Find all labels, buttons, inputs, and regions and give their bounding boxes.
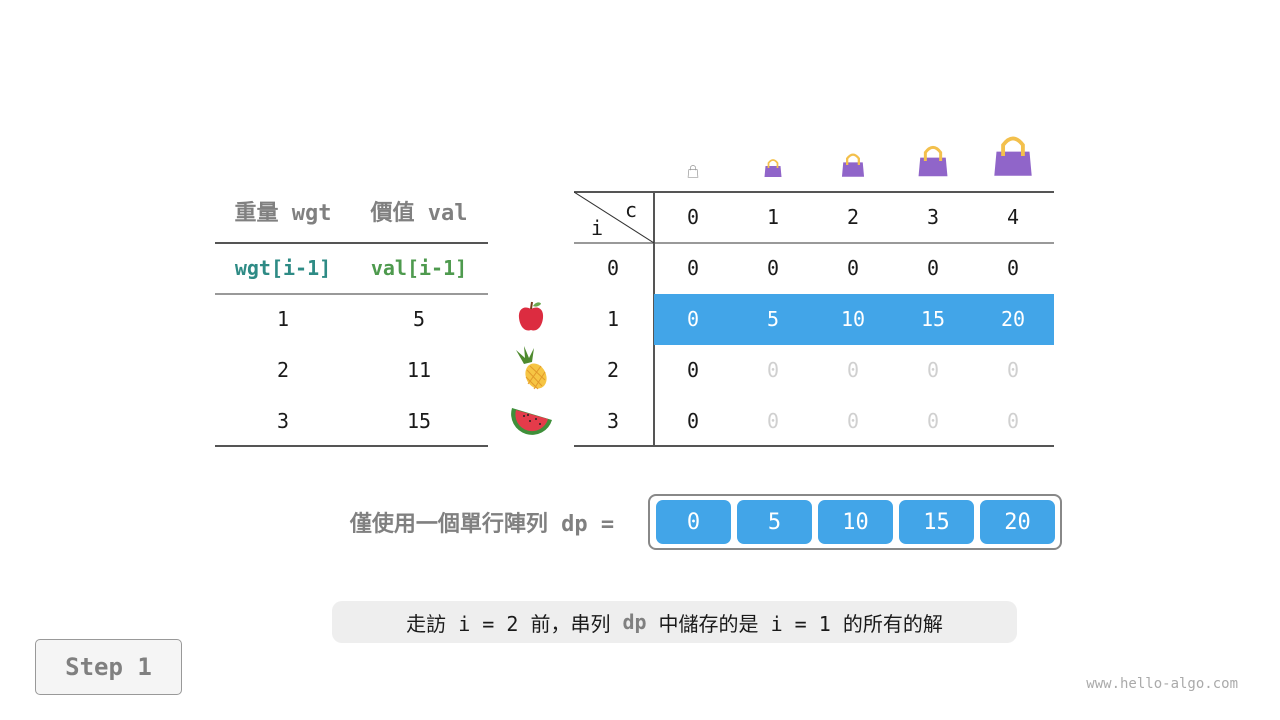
- dp-cell: 10: [818, 500, 893, 544]
- dp-cell: 0: [846, 256, 860, 280]
- dp-cell: 0: [766, 358, 780, 382]
- divider: [574, 445, 1054, 447]
- subheader-wgt: wgt[i-1]: [234, 256, 332, 280]
- dp-cell: 5: [766, 307, 780, 331]
- dp-cell: 0: [656, 500, 731, 544]
- capacity-header: 4: [1006, 205, 1020, 229]
- value-cell: 15: [406, 409, 432, 433]
- dp-cell: 0: [846, 358, 860, 382]
- caption: 走訪 i = 2 前，串列 dp 中儲存的是 i = 1 的所有的解: [332, 601, 1017, 643]
- value-cell: 11: [406, 358, 432, 382]
- step-button[interactable]: Step 1: [35, 639, 182, 695]
- dp-cell: 0: [1006, 409, 1020, 433]
- dp-cell: 15: [920, 307, 946, 331]
- dp-cell: 0: [1006, 256, 1020, 280]
- apple-icon: [518, 301, 544, 331]
- dp-cell: 15: [899, 500, 974, 544]
- divider: [574, 191, 1054, 193]
- dp-cell: 0: [766, 256, 780, 280]
- dp-cell: 0: [846, 409, 860, 433]
- pineapple-icon: [516, 346, 547, 390]
- corner-diagonal: [574, 192, 654, 243]
- dp-cell: 0: [926, 358, 940, 382]
- weight-cell: 3: [276, 409, 290, 433]
- corner-i-label: i: [590, 216, 604, 240]
- dp-cell: 0: [686, 256, 700, 280]
- row-label: 1: [606, 307, 620, 331]
- dp-cell: 0: [686, 409, 700, 433]
- dp-cell: 20: [980, 500, 1055, 544]
- bag-icon: [687, 165, 699, 178]
- capacity-header: 2: [846, 205, 860, 229]
- bag-icon: [994, 136, 1032, 176]
- dp-array-label: 僅使用一個單行陣列 dp =: [349, 512, 615, 537]
- watermelon-icon: [511, 408, 552, 435]
- dp-cell: 0: [926, 409, 940, 433]
- divider: [574, 242, 1054, 244]
- dp-cell: 0: [686, 307, 700, 331]
- caption-after: 中儲存的是 i = 1 的所有的解: [658, 611, 943, 636]
- bag-icon: [764, 159, 782, 177]
- weight-cell: 1: [276, 307, 290, 331]
- dp-cell: 0: [1006, 358, 1020, 382]
- dp-cell: 10: [840, 307, 866, 331]
- bag-icon: [918, 145, 948, 177]
- divider: [215, 293, 488, 295]
- highlight-row: [654, 294, 1054, 345]
- dp-cell: 0: [686, 358, 700, 382]
- capacity-header: 0: [686, 205, 700, 229]
- watermark: www.hello-algo.com: [1086, 676, 1238, 692]
- row-label: 3: [606, 409, 620, 433]
- capacity-header: 1: [766, 205, 780, 229]
- value-cell: 5: [412, 307, 426, 331]
- corner-c-label: c: [624, 198, 638, 222]
- subheader-val: val[i-1]: [370, 256, 468, 280]
- dp-array: [648, 494, 1062, 550]
- dp-cell: 0: [766, 409, 780, 433]
- capacity-header: 3: [926, 205, 940, 229]
- row-label: 2: [606, 358, 620, 382]
- caption-before: 走訪 i = 2 前，串列: [406, 611, 611, 636]
- header-weight: 重量 wgt: [234, 201, 332, 226]
- weight-cell: 2: [276, 358, 290, 382]
- divider: [215, 445, 488, 447]
- dp-cell: 5: [737, 500, 812, 544]
- dp-cell: 20: [1000, 307, 1026, 331]
- caption-code: dp: [622, 610, 647, 634]
- header-value: 價值 val: [370, 201, 468, 226]
- row-label: 0: [606, 256, 620, 280]
- bag-icon: [841, 153, 865, 177]
- divider: [215, 242, 488, 244]
- dp-cell: 0: [926, 256, 940, 280]
